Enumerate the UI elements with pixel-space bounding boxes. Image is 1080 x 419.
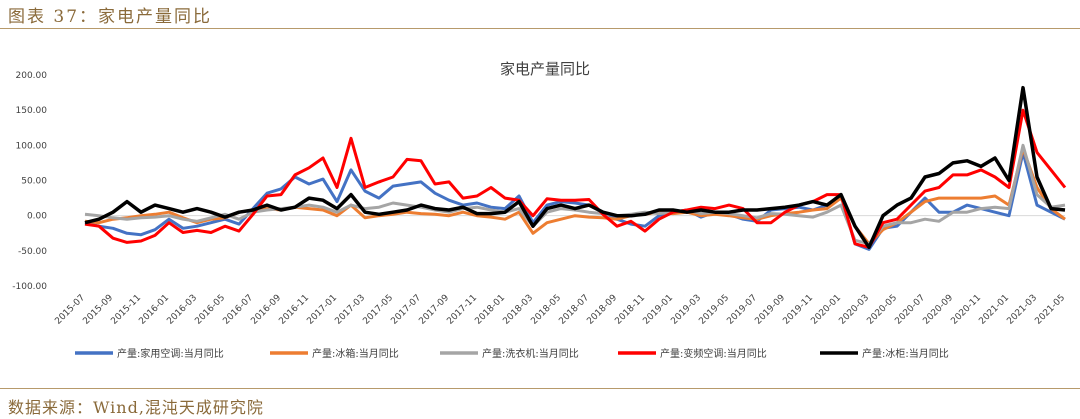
- x-tick-label: 2021-01: [977, 293, 1011, 327]
- top-rule: [0, 28, 1080, 29]
- series-line: [84, 108, 1067, 249]
- x-tick-label: 2017-01: [305, 293, 339, 327]
- x-tick-label: 2020-03: [837, 293, 871, 327]
- x-tick-label: 2018-07: [557, 293, 591, 327]
- x-tick-label: 2019-01: [641, 293, 675, 327]
- legend: 产量:家用空调:当月同比 产量:冰箱:当月同比 产量:洗衣机:当月同比 产量:变频空调…: [75, 347, 949, 360]
- x-tick-label: 2018-03: [501, 293, 535, 327]
- x-tick-label: 2016-01: [137, 293, 171, 327]
- legend-label: 产量:家用空调:当月同比: [117, 347, 224, 360]
- x-tick-label: 2021-05: [1033, 293, 1067, 327]
- y-tick-label: 200.00: [16, 71, 48, 81]
- series-lines: [84, 85, 1067, 251]
- y-tick-label: 150.00: [16, 106, 48, 116]
- x-tick-label: 2020-01: [809, 293, 843, 327]
- x-tick-label: 2018-01: [473, 293, 507, 327]
- x-tick-label: 2019-11: [781, 293, 815, 327]
- x-tick-label: 2015-07: [53, 293, 87, 327]
- x-tick-label: 2017-07: [389, 293, 423, 327]
- x-tick-label: 2017-05: [361, 293, 395, 327]
- y-tick-label: 0.00: [27, 212, 47, 222]
- y-tick-label: -50.00: [18, 247, 47, 257]
- legend-label: 产量:变频空调:当月同比: [660, 347, 767, 360]
- y-tick-label: -100.00: [12, 282, 47, 292]
- legend-label: 产量:冰柜:当月同比: [862, 347, 949, 360]
- x-tick-label: 2016-11: [277, 293, 311, 327]
- legend-label: 产量:冰箱:当月同比: [312, 347, 399, 360]
- x-tick-label: 2016-05: [193, 293, 227, 327]
- chart-title: 家电产量同比: [500, 60, 590, 78]
- x-tick-label: 2020-11: [949, 293, 983, 327]
- x-tick-label: 2021-03: [1005, 293, 1039, 327]
- x-tick-label: 2019-03: [669, 293, 703, 327]
- x-tick-label: 2016-03: [165, 293, 199, 327]
- x-tick-label: 2016-07: [221, 293, 255, 327]
- bottom-rule: [0, 388, 1080, 389]
- legend-label: 产量:洗衣机:当月同比: [482, 347, 579, 360]
- x-tick-label: 2017-03: [333, 293, 367, 327]
- x-axis: 2015-072015-092015-112016-012016-032016-…: [53, 293, 1067, 327]
- y-axis: 200.00 150.00 100.00 50.00 0.00 -50.00 -100.00: [12, 71, 47, 292]
- line-chart: 家电产量同比 200.00 150.00 100.00 50.00 0.00 -50.00…: [12, 60, 1067, 360]
- series-line: [84, 85, 1066, 250]
- x-tick-label: 2015-11: [109, 293, 143, 327]
- y-tick-label: 100.00: [16, 141, 48, 151]
- x-tick-label: 2019-07: [725, 293, 759, 327]
- y-tick-label: 50.00: [21, 177, 47, 187]
- x-tick-label: 2018-05: [529, 293, 563, 327]
- x-tick-label: 2020-07: [893, 293, 927, 327]
- figure-label: 图表 37：家电产量同比: [8, 7, 213, 27]
- x-tick-label: 2019-05: [697, 293, 731, 327]
- data-source: 数据来源：Wind,混沌天成研究院: [8, 398, 264, 417]
- x-tick-label: 2018-11: [613, 293, 647, 327]
- x-tick-label: 2017-11: [445, 293, 479, 327]
- x-tick-label: 2020-05: [865, 293, 899, 327]
